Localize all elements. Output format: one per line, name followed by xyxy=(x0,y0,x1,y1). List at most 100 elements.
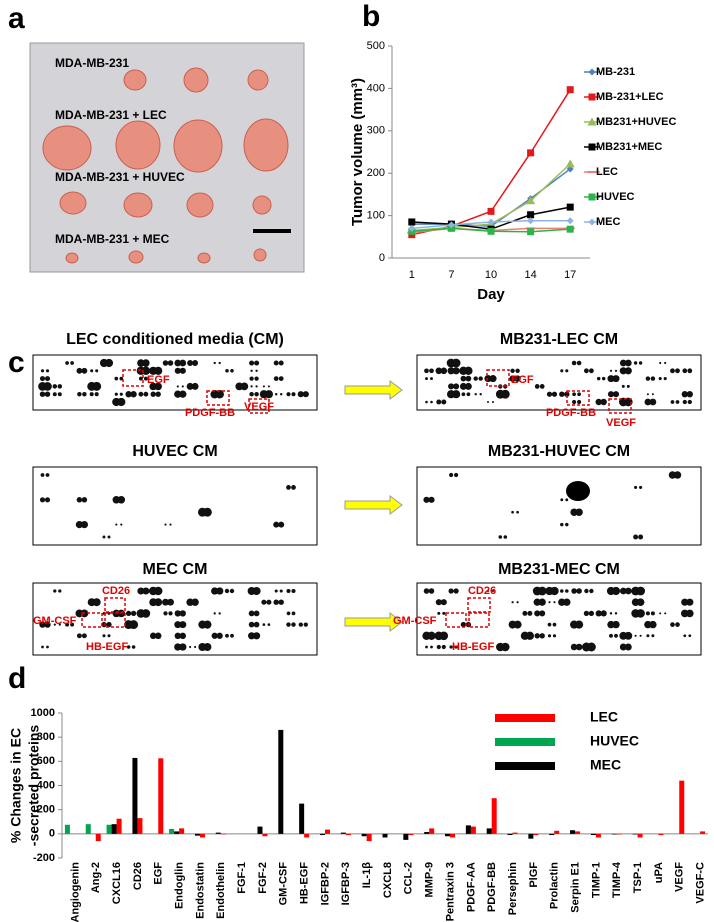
blot-spot xyxy=(255,385,258,388)
legend-label: MB231+HUVEC xyxy=(596,116,676,128)
annotation-label: PDGF-BB xyxy=(546,407,596,419)
blot-spot xyxy=(575,620,584,629)
bar xyxy=(408,833,414,836)
blot-spot xyxy=(489,375,497,383)
blot-spot xyxy=(125,610,132,617)
bar xyxy=(324,829,330,834)
annotation-box xyxy=(468,612,490,628)
blot-spot xyxy=(274,392,278,396)
blot-spot xyxy=(486,589,490,593)
blot-spot xyxy=(614,369,618,372)
blot-spot xyxy=(491,400,495,404)
y-tick-label: 600 xyxy=(37,755,55,767)
legend-label: LEC xyxy=(590,709,618,725)
blot-spot xyxy=(191,598,199,606)
blot-spot xyxy=(683,634,687,638)
bar xyxy=(590,833,596,836)
blot-spot xyxy=(513,620,522,629)
blot-spot xyxy=(57,384,63,389)
blot-spot xyxy=(114,376,119,381)
blot-spot xyxy=(636,598,645,607)
blot-spot xyxy=(663,377,667,381)
blot-spot xyxy=(253,632,261,640)
blot-spot xyxy=(645,611,650,616)
annotation-box xyxy=(248,398,270,414)
blot-spot xyxy=(595,398,602,406)
y-tick-label: 400 xyxy=(367,82,385,94)
blot-spot xyxy=(114,392,118,396)
blot-spot xyxy=(44,376,51,382)
blot-spot xyxy=(255,369,258,372)
blot-spot xyxy=(596,376,601,381)
blot-spot xyxy=(634,485,638,489)
x-tick-label: Pentraxin 3 xyxy=(444,862,456,921)
blot-spot xyxy=(658,377,662,381)
blot-spot xyxy=(614,633,618,638)
blot-spot xyxy=(423,496,430,503)
bar xyxy=(194,833,200,836)
x-tick-label: PDGF-BB xyxy=(486,862,498,912)
blot-spot xyxy=(194,645,197,649)
blot-spot xyxy=(303,622,308,627)
marker xyxy=(527,217,535,225)
blot-spot xyxy=(261,599,267,605)
blot-spot xyxy=(423,588,430,594)
x-tick-label: TIMP-4 xyxy=(611,861,623,898)
blot-spot xyxy=(670,622,675,627)
blot-spot xyxy=(248,621,255,628)
y-tick-label: 400 xyxy=(37,779,55,791)
blot-spot xyxy=(551,391,558,397)
bar xyxy=(533,833,539,836)
blot-spot xyxy=(150,391,156,397)
blot-spot xyxy=(264,390,273,399)
blot-spot xyxy=(560,498,564,502)
blot-spot xyxy=(439,631,449,641)
blot-spot xyxy=(682,368,688,374)
y-tick-label: 200 xyxy=(37,804,55,816)
blot-spot xyxy=(428,496,435,503)
bar xyxy=(528,833,534,839)
bar xyxy=(491,798,497,834)
blot-spot xyxy=(565,498,569,502)
blot-spot xyxy=(547,634,552,638)
blot-spot xyxy=(675,368,680,374)
blot-spot xyxy=(117,397,126,407)
blot-spot xyxy=(659,361,662,365)
bar xyxy=(174,831,180,834)
blot-spot xyxy=(58,623,61,626)
blot-spot xyxy=(95,369,99,373)
blot-spot xyxy=(52,392,57,397)
x-tick-label: Endoglin xyxy=(174,862,186,909)
marker xyxy=(487,218,495,226)
bar xyxy=(382,833,388,838)
blot-spot xyxy=(119,392,123,396)
x-tick-label: CXCL16 xyxy=(111,862,123,904)
blot-spot xyxy=(187,360,194,366)
blot-spot xyxy=(102,634,106,638)
marker xyxy=(566,86,574,94)
blot-spot xyxy=(154,366,163,375)
annotation-label: HB-EGF xyxy=(86,641,128,653)
bar xyxy=(169,829,175,834)
blot-spot xyxy=(211,632,218,639)
blot-spot xyxy=(44,391,51,397)
blot-spot xyxy=(141,609,151,618)
blot-spot xyxy=(607,391,615,398)
blot-spot xyxy=(533,598,541,606)
legend-label: MB-231 xyxy=(596,66,635,78)
blot-spot xyxy=(491,589,495,593)
blot-spot xyxy=(65,622,70,627)
annotation-label: GM-CSF xyxy=(393,615,437,627)
blot-spot xyxy=(509,375,516,382)
bar xyxy=(554,830,560,834)
blot-spot xyxy=(548,601,551,604)
blot-spot xyxy=(107,535,111,539)
blot-spot xyxy=(249,376,254,381)
blot-spot xyxy=(430,645,433,649)
x-tick-label: PlGF xyxy=(528,862,540,888)
blot-spot xyxy=(516,510,519,514)
blot-spot xyxy=(644,398,652,406)
blot-spot xyxy=(609,633,613,638)
